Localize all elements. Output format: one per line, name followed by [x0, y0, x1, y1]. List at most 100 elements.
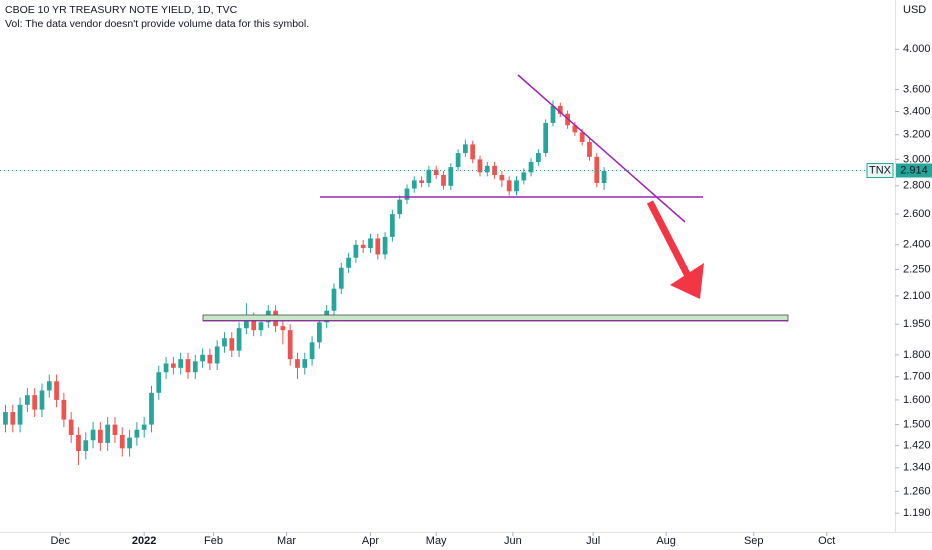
- candle-body: [317, 322, 322, 343]
- candle-body: [506, 180, 512, 192]
- candle-body: [251, 318, 257, 331]
- y-tick-label: 2.100: [903, 290, 931, 302]
- candle-body: [499, 175, 505, 181]
- candle-body: [17, 404, 23, 425]
- candle-body: [368, 238, 373, 248]
- x-tick-label: Apr: [362, 535, 379, 547]
- x-tick-label: Sep: [744, 535, 764, 547]
- y-tick-label: 2.800: [903, 180, 931, 192]
- candle-body: [419, 180, 424, 184]
- candle-body: [258, 322, 264, 331]
- candle-body: [338, 267, 344, 289]
- candle-body: [390, 214, 395, 237]
- candle-body: [25, 395, 30, 405]
- candle-body: [536, 153, 541, 162]
- plot: [0, 100, 895, 465]
- candle-body: [463, 144, 468, 154]
- candle-body: [528, 161, 534, 173]
- candle-body: [39, 390, 45, 410]
- arrow-head: [670, 263, 704, 299]
- x-tick-label: Mar: [277, 535, 296, 547]
- candle-body: [572, 125, 578, 133]
- candle-body: [514, 180, 519, 192]
- candle-body: [207, 354, 213, 364]
- candle-body: [309, 342, 315, 360]
- candle-body: [594, 156, 600, 184]
- candle-body: [477, 159, 483, 173]
- symbol-badge: [866, 163, 894, 179]
- y-tick-label: 3.400: [903, 105, 931, 117]
- trend-line: [517, 74, 686, 223]
- y-tick-label: 1.600: [903, 394, 931, 406]
- candle-body: [346, 257, 351, 268]
- candle-body: [295, 359, 300, 368]
- x-tick-label: May: [426, 535, 447, 547]
- y-tick-label: 1.800: [903, 349, 931, 361]
- currency: USD: [903, 4, 926, 16]
- candle-body: [543, 122, 549, 154]
- y-tick-label: 3.200: [903, 129, 931, 141]
- candle-body: [10, 412, 16, 425]
- y-tick-label: 1.190: [903, 507, 931, 519]
- y-tick-label: 1.500: [903, 419, 931, 431]
- candle-body: [236, 328, 242, 351]
- candle-body: [331, 288, 337, 311]
- candle-body: [156, 372, 162, 393]
- candle-body: [587, 141, 592, 157]
- y-tick-label: 1.700: [903, 371, 931, 383]
- title: CBOE 10 YR TREASURY NOTE YIELD, 1D, TVC: [5, 4, 238, 16]
- candle-body: [178, 359, 184, 368]
- candle-body: [61, 399, 67, 420]
- x-tick-label: 2022: [132, 535, 156, 547]
- y-tick-label: 4.000: [903, 43, 931, 55]
- candle-body: [141, 424, 147, 430]
- candle-body: [397, 199, 403, 215]
- y-tick-label: 1.420: [903, 440, 931, 452]
- candle-body: [3, 412, 8, 425]
- candle-body: [360, 244, 366, 248]
- arrow-shaft: [646, 200, 692, 278]
- y-tick-label: 1.950: [903, 318, 931, 330]
- candle-body: [280, 326, 286, 331]
- candle-body: [579, 132, 585, 142]
- candle-body: [200, 354, 205, 362]
- y-tick-label: 2.600: [903, 208, 931, 220]
- candle-body: [382, 236, 388, 255]
- volume-note: Vol: The data vendor doesn't provide vol…: [5, 18, 309, 30]
- candle-body: [557, 105, 563, 114]
- candle-body: [302, 359, 308, 368]
- x-tick-label: Aug: [656, 535, 676, 547]
- candle-body: [455, 153, 461, 168]
- candle-body: [149, 392, 154, 425]
- candle-body: [433, 169, 439, 176]
- candle-body: [46, 381, 52, 391]
- candle-body: [32, 395, 38, 410]
- candle-body: [244, 318, 249, 329]
- x-tick-label: Oct: [818, 535, 835, 547]
- last-price-label: 2.914: [900, 164, 928, 176]
- candle-body: [550, 105, 556, 123]
- price-badge: [896, 163, 932, 178]
- x-tick-label: Feb: [204, 535, 223, 547]
- candle-body: [426, 169, 432, 184]
- y-tick-label: 3.600: [903, 84, 931, 96]
- candle-body: [163, 363, 169, 373]
- x-tick-label: Dec: [50, 535, 70, 547]
- candle-body: [112, 424, 118, 435]
- y-tick-label: 3.000: [903, 153, 931, 165]
- x-tick-label: Jun: [504, 535, 522, 547]
- candle-body: [192, 361, 198, 373]
- candle-body: [76, 434, 81, 452]
- candle-body: [98, 429, 103, 443]
- candle-body: [375, 238, 381, 255]
- candle-body: [119, 434, 125, 449]
- candle-body: [185, 359, 191, 373]
- candle-body: [68, 419, 74, 435]
- y-tick-label: 2.250: [903, 263, 931, 275]
- candle-body: [287, 330, 293, 360]
- candle-body: [448, 167, 454, 186]
- candle-body: [54, 381, 59, 400]
- candle-body: [404, 188, 410, 200]
- y-tick-label: 2.400: [903, 239, 931, 251]
